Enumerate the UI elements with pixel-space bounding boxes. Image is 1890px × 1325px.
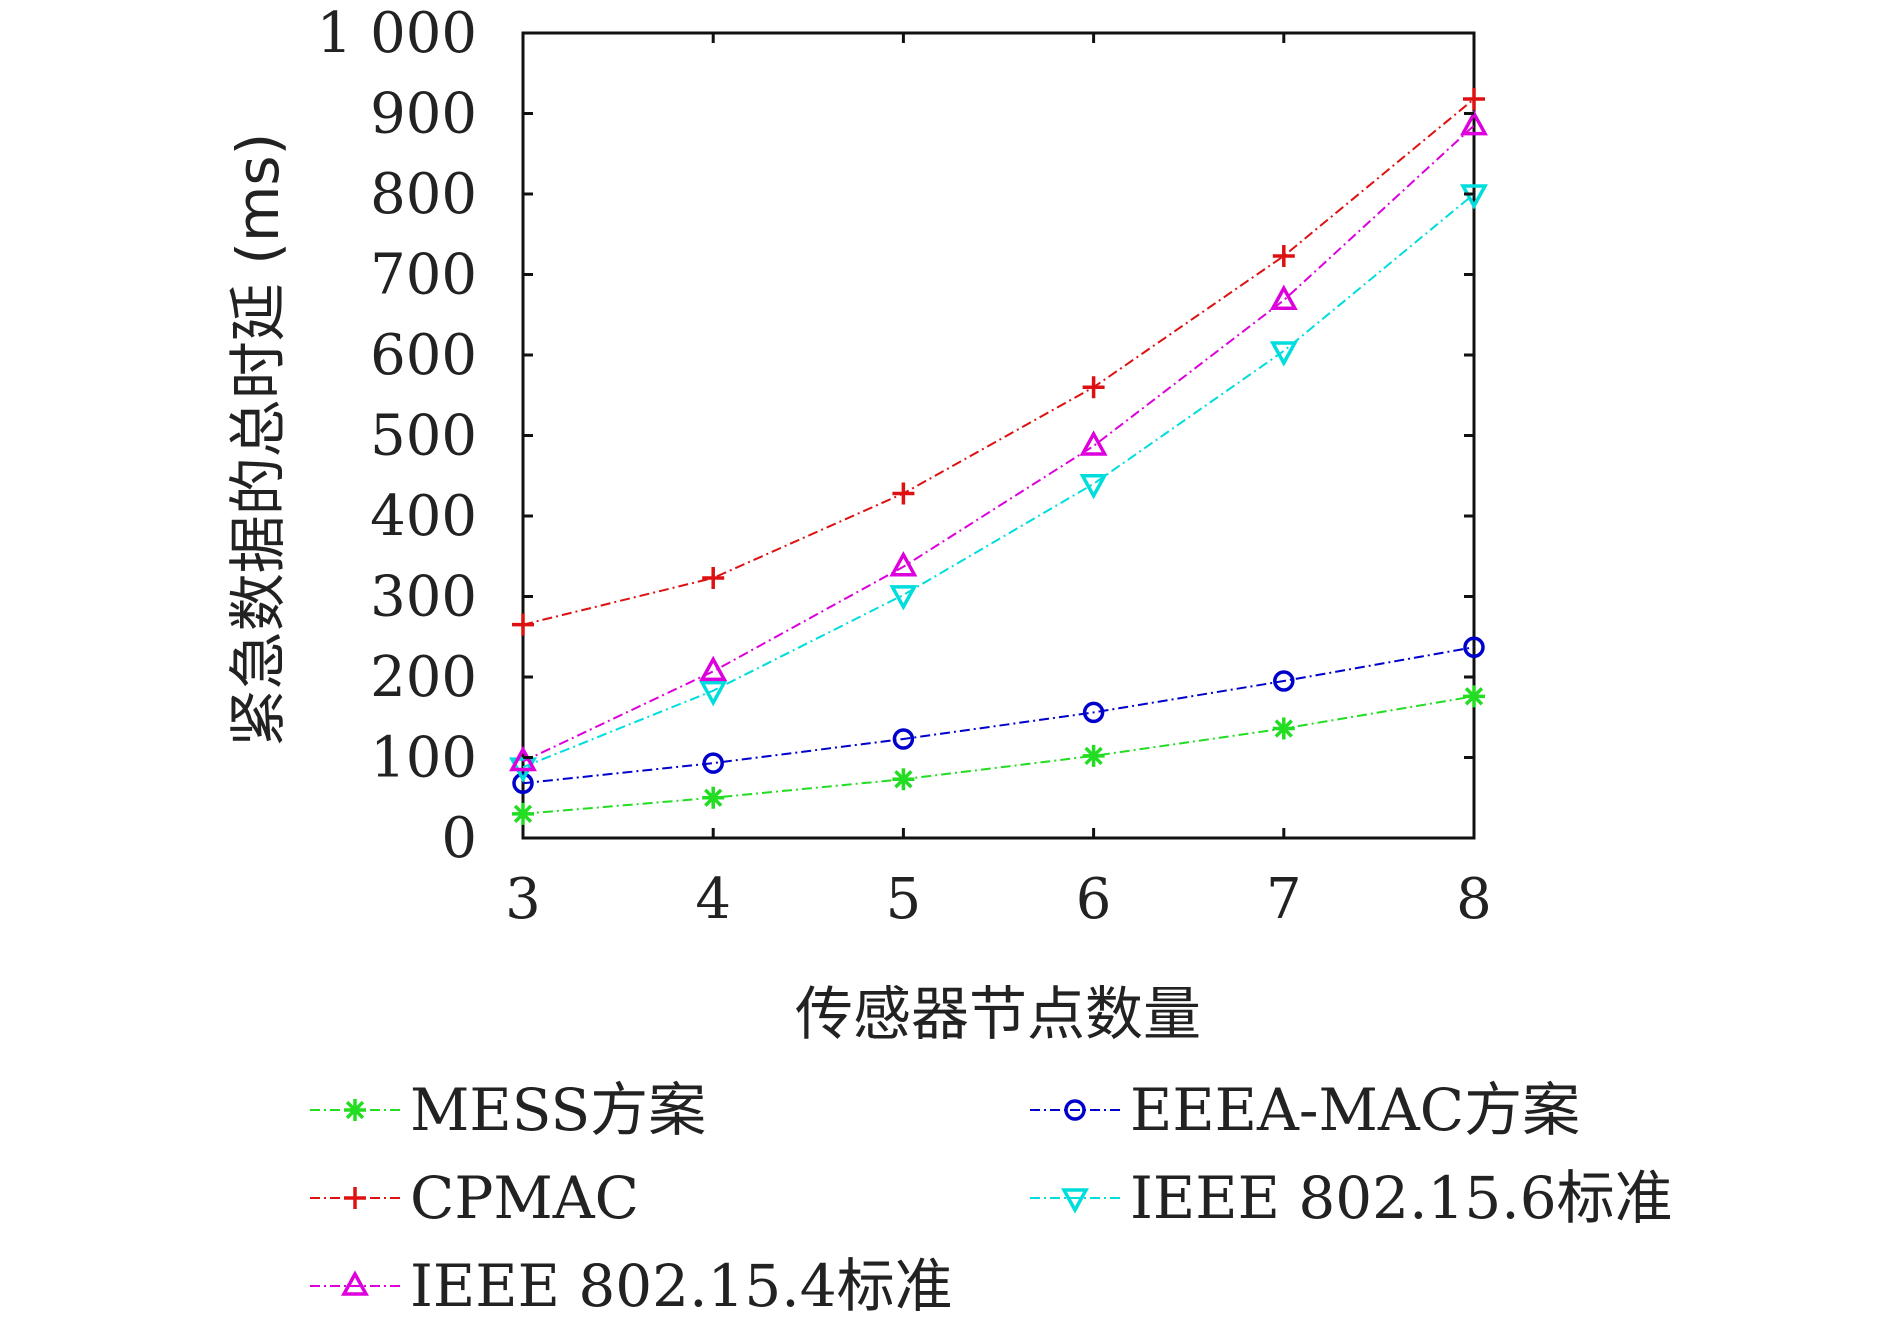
- data-point: [1272, 717, 1295, 740]
- data-point: [512, 613, 534, 636]
- data-point: [1082, 744, 1105, 767]
- x-tick-label: 4: [695, 867, 731, 932]
- x-tick-label: 6: [1076, 867, 1112, 932]
- data-point: [1082, 376, 1105, 399]
- plot-frame: [521, 31, 1476, 840]
- plot-area: [521, 31, 1476, 840]
- legend-marker: [341, 1270, 369, 1296]
- legend-marker: [1064, 1099, 1086, 1121]
- data-point: [702, 786, 725, 809]
- series-5: [509, 109, 1488, 772]
- legend-marker: [1061, 1188, 1089, 1214]
- data-point: [889, 551, 918, 577]
- y-tick-label: 100: [370, 726, 477, 791]
- y-tick-label: 500: [370, 404, 477, 469]
- series-line: [522, 98, 1475, 626]
- legend: MESS方案 EEEA-MAC方案 CPMAC IEEE 802.15.6标准 IEEE…: [310, 1076, 1673, 1320]
- series-1: [512, 685, 1485, 825]
- y-tick-label: 900: [370, 82, 477, 147]
- data-point: [1460, 184, 1488, 210]
- data-point: [1082, 701, 1105, 724]
- series-line: [522, 695, 1475, 815]
- y-tick-label: 700: [370, 243, 477, 308]
- data-point: [699, 655, 728, 682]
- x-axis-title: 传感器节点数量: [795, 980, 1201, 1048]
- series-4: [509, 184, 1488, 783]
- series-line: [522, 193, 1475, 769]
- legend-item: EEEA-MAC方案: [1030, 1076, 1580, 1144]
- data-point: [1460, 109, 1488, 136]
- data-point: [699, 680, 728, 707]
- axis-ticks: 0 100 200 300 400 500 600 700 800 900 1 000 3 4 5 6 7 8: [317, 1, 1492, 932]
- legend-label: MESS方案: [410, 1076, 706, 1144]
- data-point: [509, 745, 537, 772]
- data-point: [889, 585, 918, 611]
- y-tick-label: 200: [370, 645, 477, 710]
- series-line: [522, 646, 1475, 785]
- legend-item: IEEE 802.15.6标准: [1030, 1164, 1673, 1232]
- data-point: [1079, 430, 1108, 456]
- legend-label: EEEA-MAC方案: [1130, 1076, 1580, 1144]
- series-3: [512, 88, 1485, 636]
- data-point: [512, 802, 534, 825]
- data-point: [1269, 284, 1298, 311]
- data-point: [1463, 88, 1485, 111]
- legend-label: IEEE 802.15.6标准: [1130, 1164, 1673, 1232]
- x-tick-label: 8: [1456, 867, 1492, 932]
- y-tick-label: 0: [441, 806, 477, 871]
- y-tick-label: 1 000: [317, 1, 477, 66]
- legend-label: IEEE 802.15.4标准: [410, 1252, 953, 1320]
- y-tick-label: 600: [370, 323, 477, 388]
- legend-marker: [344, 1187, 366, 1209]
- y-tick-label: 400: [370, 484, 477, 549]
- x-tick-label: 3: [505, 867, 541, 932]
- y-axis-title: 紧急数据的总时延 (ms): [224, 133, 292, 747]
- x-tick-label: 5: [886, 867, 922, 932]
- legend-item: CPMAC: [310, 1164, 639, 1232]
- data-point: [702, 566, 725, 589]
- data-point: [1269, 341, 1298, 367]
- legend-marker: [344, 1099, 366, 1121]
- data-point: [512, 772, 534, 795]
- series-line: [522, 124, 1475, 763]
- data-point: [1463, 636, 1485, 658]
- data-point: [892, 728, 915, 750]
- data-point: [1079, 474, 1108, 500]
- x-tick-label: 7: [1266, 867, 1302, 932]
- series-marks: [509, 88, 1488, 825]
- y-tick-label: 300: [370, 565, 477, 630]
- data-point: [1273, 670, 1295, 692]
- y-tick-label: 800: [370, 162, 477, 227]
- data-point: [1463, 685, 1485, 708]
- series-2: [512, 636, 1485, 795]
- legend-item: MESS方案: [310, 1076, 706, 1144]
- legend-label: CPMAC: [410, 1164, 639, 1232]
- data-point: [702, 752, 724, 774]
- data-point: [892, 482, 915, 505]
- legend-item: IEEE 802.15.4标准: [310, 1252, 953, 1320]
- data-point: [892, 768, 915, 791]
- data-point: [1272, 244, 1295, 267]
